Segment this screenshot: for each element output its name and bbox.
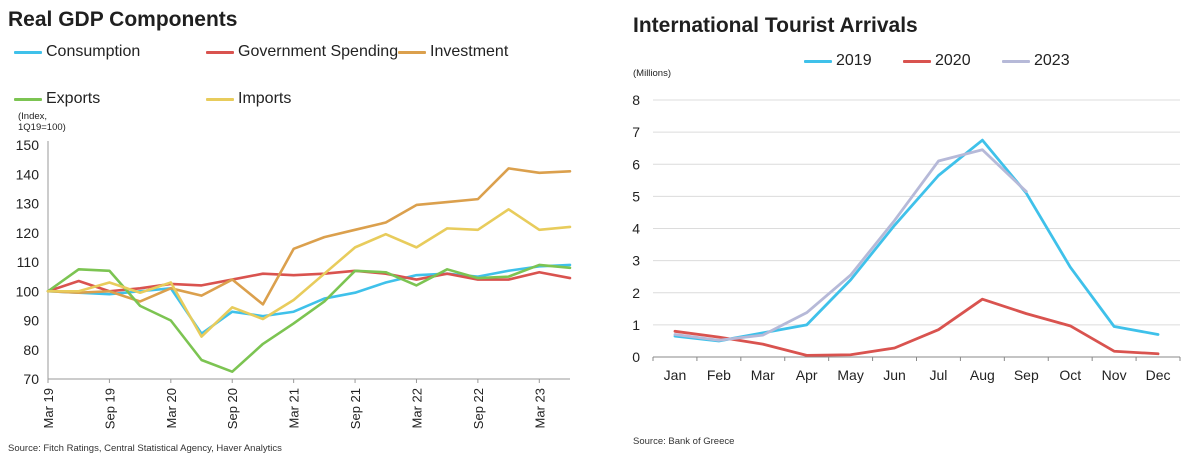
series-line-investment (46, 167, 572, 306)
tourist-line-chart: 0 1 2 3 4 5 6 7 8 Jan Feb Mar Apr May Jun Jul Aug Sep Oct N… (632, 92, 1181, 383)
x-tick-label: Mar 21 (287, 388, 302, 428)
legend-swatch (206, 97, 234, 101)
x-tick-label: Sep 22 (471, 388, 486, 429)
tourist-legend-2023: 2023 (1002, 52, 1070, 70)
legend-label: 2023 (1034, 52, 1070, 69)
legend-label: 2020 (935, 52, 971, 69)
series-line-2020 (673, 297, 1160, 357)
gdp-source-note: Source: Fitch Ratings, Central Statistic… (8, 443, 282, 454)
gdp-legend-government-spending: Government Spending (206, 43, 398, 61)
legend-label: Government Spending (238, 43, 399, 60)
tourist-chart-title: International Tourist Arrivals (633, 14, 918, 37)
gdp-line-chart: 70 80 90 100 110 120 130 140 150 Mar 19 Sep 19 Mar … (16, 137, 572, 429)
legend-swatch (1002, 59, 1030, 63)
gdp-unit-label: (Index, 1Q19=100) (18, 111, 66, 133)
y-tick-label: 80 (23, 342, 39, 358)
tourist-legend-2019: 2019 (804, 52, 872, 70)
x-tick-label: Sep 19 (102, 388, 117, 429)
y-tick-label: 1 (632, 317, 640, 333)
legend-swatch (14, 50, 42, 54)
y-tick-label: 3 (632, 253, 640, 269)
y-tick-label: 5 (632, 188, 640, 204)
tourist-legend-2020: 2020 (903, 52, 971, 70)
x-tick-label: Oct (1059, 367, 1081, 383)
y-tick-label: 0 (632, 349, 640, 365)
x-tick-label: Sep (1014, 367, 1039, 383)
y-tick-label: 110 (17, 254, 40, 270)
x-tick-label: Mar 19 (41, 388, 56, 428)
x-tick-label: Aug (970, 367, 995, 383)
x-tick-label: Jul (930, 367, 948, 383)
legend-label: Exports (46, 90, 101, 107)
legend-swatch (206, 50, 234, 54)
series-line-2023 (673, 148, 1028, 342)
y-tick-label: 6 (632, 156, 640, 172)
series-line-imports (46, 208, 572, 338)
y-tick-label: 2 (632, 285, 640, 301)
series-line-2019 (673, 138, 1160, 343)
x-tick-label: May (837, 367, 863, 383)
tourist-unit-label: (Millions) (633, 68, 671, 79)
x-tick-label: Feb (707, 367, 731, 383)
legend-swatch (804, 59, 832, 63)
x-tick-label: Mar 23 (532, 388, 547, 428)
x-tick-label: Nov (1102, 367, 1127, 383)
gdp-legend-imports: Imports (206, 90, 291, 108)
gdp-legend-consumption: Consumption (14, 43, 140, 61)
y-tick-label: 100 (16, 283, 40, 299)
y-tick-label: 4 (632, 221, 640, 237)
x-tick-label: Mar 22 (409, 388, 424, 428)
y-tick-label: 8 (632, 92, 640, 108)
y-tick-label: 70 (23, 371, 39, 387)
x-tick-label: Dec (1146, 367, 1171, 383)
legend-label: Investment (430, 43, 509, 60)
legend-swatch (14, 97, 42, 101)
x-tick-label: Sep 21 (348, 388, 363, 429)
series-line-government-spending (46, 269, 572, 293)
y-tick-label: 7 (632, 124, 640, 140)
x-tick-label: Apr (796, 367, 818, 383)
gdp-legend-investment: Investment (398, 43, 508, 61)
gdp-chart-title: Real GDP Components (8, 8, 238, 31)
legend-swatch (903, 59, 931, 63)
y-tick-label: 140 (16, 166, 40, 182)
gdp-legend-exports: Exports (14, 90, 100, 108)
y-tick-label: 90 (23, 313, 39, 329)
x-tick-label: Sep 20 (225, 388, 240, 429)
legend-label: Consumption (46, 43, 141, 60)
y-tick-label: 150 (16, 137, 40, 153)
legend-label: 2019 (836, 52, 872, 69)
tourist-source-note: Source: Bank of Greece (633, 436, 735, 447)
x-tick-label: Jan (664, 367, 687, 383)
y-tick-label: 130 (16, 196, 40, 212)
legend-swatch (398, 50, 426, 54)
x-tick-label: Jun (883, 367, 906, 383)
legend-label: Imports (238, 90, 292, 107)
x-tick-label: Mar 20 (164, 388, 179, 428)
y-tick-label: 120 (16, 225, 40, 241)
gdp-components-panel: Real GDP Components Consumption Governmen… (8, 8, 572, 454)
x-tick-label: Mar (751, 367, 775, 383)
series-line-exports (46, 263, 572, 373)
tourist-arrivals-panel: International Tourist Arrivals 2019 2020 2… (600, 0, 1200, 462)
